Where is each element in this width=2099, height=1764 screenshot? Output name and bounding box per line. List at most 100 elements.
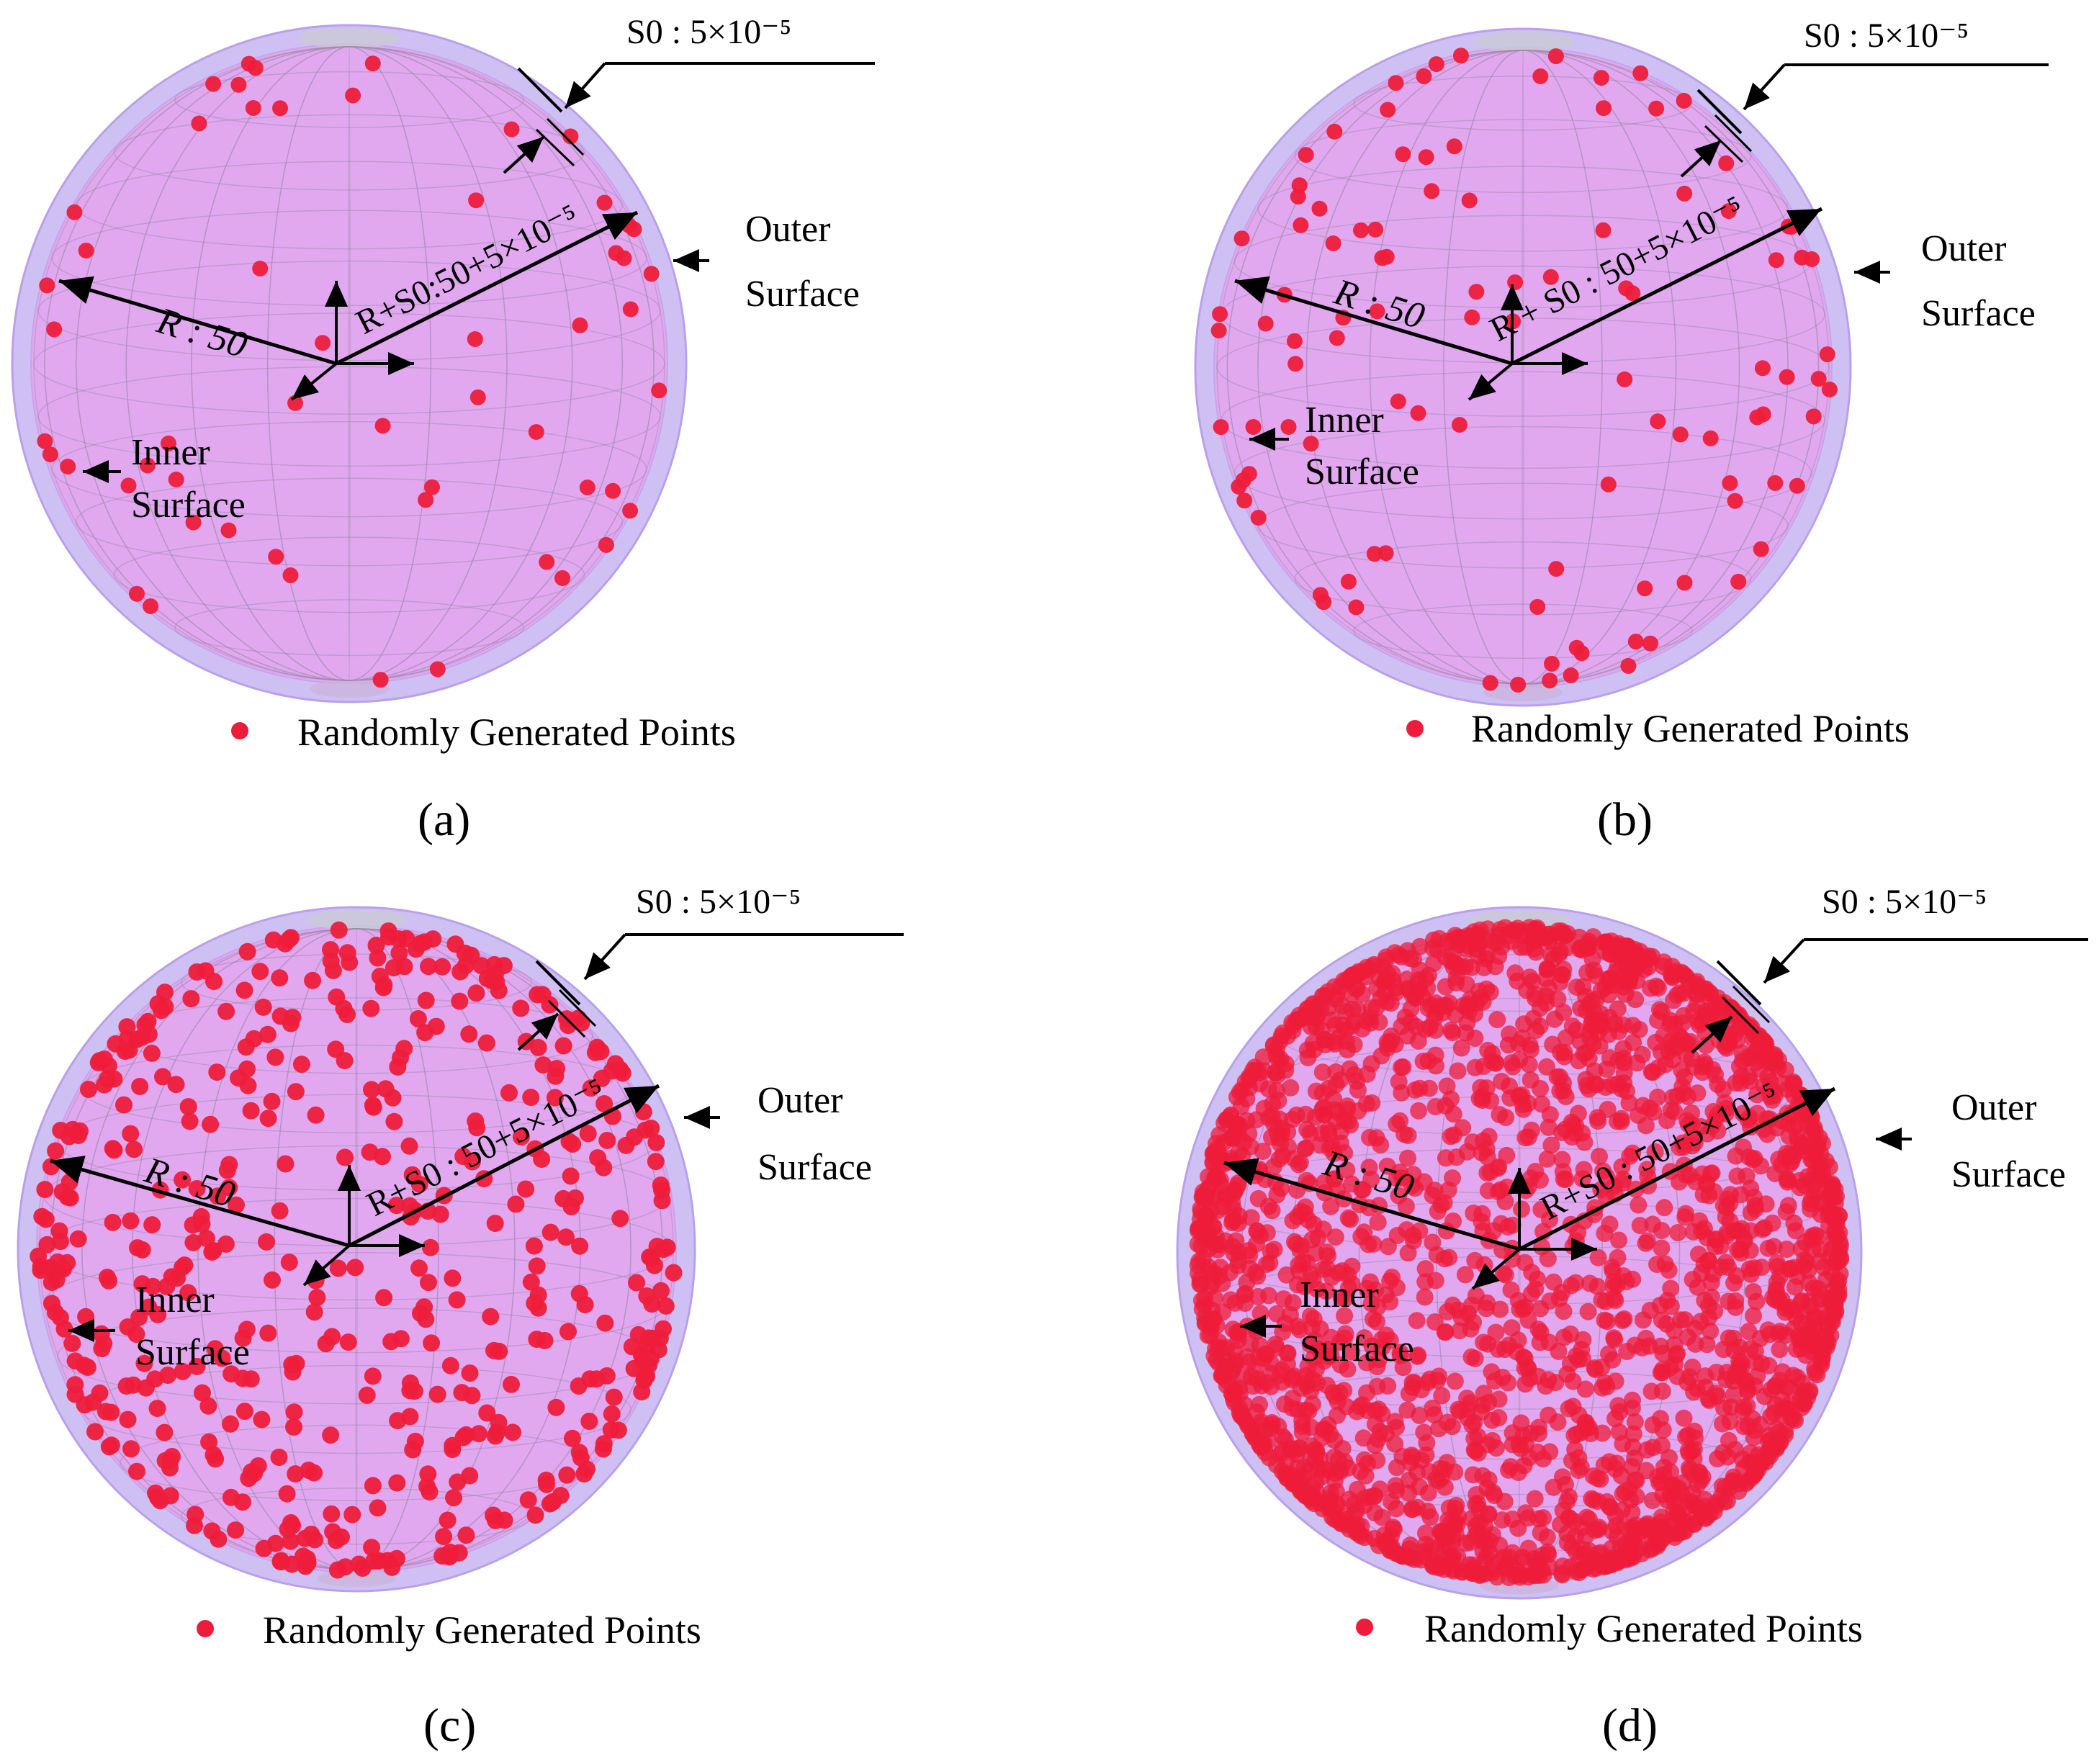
random-point xyxy=(1319,1341,1336,1359)
random-point xyxy=(1493,1511,1511,1529)
random-point xyxy=(1530,1510,1547,1528)
random-point xyxy=(1596,1225,1614,1242)
random-point xyxy=(1718,155,1735,171)
longitude-line xyxy=(266,46,432,681)
s0-label: S0 : 5×10⁻⁵ xyxy=(636,883,801,921)
random-point xyxy=(1542,269,1559,285)
random-point xyxy=(1205,1144,1222,1162)
random-point xyxy=(1464,309,1480,325)
random-point xyxy=(1589,1521,1607,1539)
random-point xyxy=(1717,1031,1735,1049)
random-point xyxy=(1488,1011,1506,1029)
random-point xyxy=(460,1025,478,1043)
random-point xyxy=(1509,1519,1527,1537)
random-point xyxy=(541,1223,559,1241)
random-point xyxy=(616,250,632,266)
random-point xyxy=(1674,1134,1691,1152)
random-point xyxy=(571,1237,589,1255)
random-point xyxy=(1233,230,1250,247)
random-point xyxy=(1222,1107,1240,1124)
random-point xyxy=(482,1308,500,1326)
random-point xyxy=(120,477,137,494)
random-point xyxy=(1786,1308,1804,1326)
random-point xyxy=(1457,1024,1475,1042)
random-point xyxy=(230,76,247,93)
random-point xyxy=(500,1084,518,1102)
longitude-line xyxy=(44,46,655,681)
random-point xyxy=(125,1140,143,1158)
random-point xyxy=(564,1429,581,1447)
random-point xyxy=(143,1216,161,1234)
outer-surface-label-line1: Outer xyxy=(1921,228,2006,269)
random-point xyxy=(526,1506,544,1524)
random-point xyxy=(1329,1392,1347,1410)
random-point xyxy=(307,1106,325,1124)
random-point xyxy=(263,1092,281,1110)
random-point xyxy=(1352,1526,1370,1544)
random-point xyxy=(1706,1302,1724,1320)
random-point xyxy=(1519,1359,1537,1377)
random-point xyxy=(1569,1224,1587,1242)
random-points xyxy=(1210,48,1838,693)
random-point xyxy=(1267,1456,1285,1474)
random-point xyxy=(1577,988,1595,1005)
random-point xyxy=(159,1367,177,1384)
random-point xyxy=(1577,1071,1595,1089)
random-point xyxy=(1740,1048,1757,1066)
random-point xyxy=(1600,1009,1618,1027)
random-point xyxy=(1395,1125,1413,1143)
random-point xyxy=(203,1243,221,1261)
random-point xyxy=(1443,1418,1461,1436)
random-point xyxy=(1483,1564,1501,1582)
random-point xyxy=(1191,1210,1209,1228)
random-point xyxy=(1459,995,1477,1013)
longitude-line xyxy=(44,46,655,681)
random-point xyxy=(1446,1463,1464,1481)
random-point xyxy=(1554,1557,1572,1575)
random-point xyxy=(61,1189,79,1207)
random-point xyxy=(271,969,289,987)
random-point xyxy=(1800,1274,1818,1292)
random-point xyxy=(1516,1375,1534,1393)
random-point xyxy=(222,1488,240,1506)
random-point xyxy=(1802,1151,1820,1169)
random-point xyxy=(1753,541,1769,557)
random-point xyxy=(1686,1173,1704,1191)
random-point xyxy=(1311,1320,1329,1338)
random-point xyxy=(1208,1317,1226,1334)
south-pole-cap xyxy=(310,680,389,698)
longitude-line xyxy=(266,46,432,681)
random-point xyxy=(1606,1372,1624,1390)
random-point xyxy=(1208,1202,1226,1220)
random-point xyxy=(463,1153,481,1171)
random-point xyxy=(308,1289,326,1307)
random-point xyxy=(363,1539,381,1557)
random-point xyxy=(541,996,559,1014)
random-point xyxy=(445,1489,462,1507)
random-point xyxy=(1497,1557,1515,1575)
random-point xyxy=(1293,1412,1311,1430)
random-point xyxy=(570,1284,588,1302)
random-point xyxy=(1292,1202,1310,1220)
random-point xyxy=(129,585,145,602)
latitude-line xyxy=(174,599,524,657)
random-point xyxy=(1538,1529,1556,1546)
random-point xyxy=(1771,1423,1789,1441)
random-point xyxy=(1702,1274,1720,1292)
random-point xyxy=(1749,1030,1767,1048)
random-point xyxy=(364,1367,382,1385)
random-point xyxy=(84,1393,102,1411)
random-point xyxy=(554,1189,572,1207)
random-point xyxy=(282,929,300,947)
random-point xyxy=(1557,1088,1575,1106)
random-point xyxy=(1480,1471,1498,1489)
random-point xyxy=(1289,1276,1306,1294)
random-point xyxy=(30,1247,48,1265)
latitude-line xyxy=(1216,318,1830,417)
random-point xyxy=(1378,248,1395,265)
legend-label: Randomly Generated Points xyxy=(1424,1607,1863,1650)
random-point xyxy=(1388,1226,1406,1244)
random-point xyxy=(1325,235,1341,251)
random-point xyxy=(1444,1526,1461,1544)
random-point xyxy=(603,1405,621,1423)
